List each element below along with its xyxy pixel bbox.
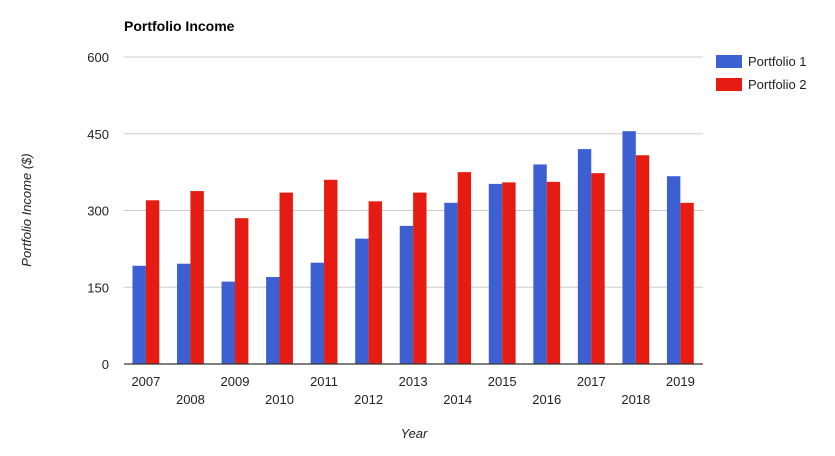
y-tick-label: 150	[87, 280, 109, 295]
x-tick-label: 2010	[265, 392, 294, 407]
bar-portfolio-1-2012	[355, 238, 369, 364]
bar-portfolio-2-2007	[145, 200, 160, 364]
x-tick-label: 2007	[131, 374, 160, 389]
bar-portfolio-1-2013	[399, 225, 414, 364]
bar-portfolio-1-2011	[310, 262, 325, 364]
x-tick-label: 2019	[666, 374, 695, 389]
bar-portfolio-2-2017	[591, 173, 605, 364]
bar-portfolio-1-2018	[622, 131, 636, 364]
legend-label-portfolio-1: Portfolio 1	[748, 54, 807, 69]
y-tick-label: 300	[87, 204, 109, 219]
bar-portfolio-2-2019	[680, 202, 694, 364]
bar-portfolio-2-2011	[324, 179, 338, 364]
y-tick-label: 0	[102, 357, 109, 372]
legend: Portfolio 1 Portfolio 2	[716, 54, 807, 92]
y-tick-label: 600	[87, 50, 109, 65]
x-tick-label: 2008	[176, 392, 205, 407]
bar-portfolio-1-2014	[444, 202, 458, 364]
x-tick-label: 2016	[532, 392, 561, 407]
bar-portfolio-2-2010	[279, 192, 293, 364]
bar-portfolio-2-2012	[368, 201, 382, 364]
x-tick-label: 2014	[443, 392, 472, 407]
x-axis-ticks: 2007 2008 2009 2010 2011 2012 2013 2014 2015 2016…	[131, 374, 694, 407]
legend-label-portfolio-2: Portfolio 2	[748, 77, 807, 92]
x-axis-label: Year	[401, 426, 428, 441]
bar-portfolio-2-2014	[457, 172, 472, 365]
bar-portfolio-1-2015	[488, 183, 503, 364]
x-tick-label: 2015	[488, 374, 517, 389]
x-tick-label: 2012	[354, 392, 383, 407]
bar-portfolio-2-2009	[234, 218, 249, 364]
bar-portfolio-2-2013	[413, 192, 427, 364]
bar-portfolio-2-2018	[635, 155, 650, 364]
y-axis-label: Portfolio Income ($)	[19, 153, 34, 266]
legend-swatch-portfolio-1	[716, 55, 742, 68]
bar-portfolio-1-2019	[666, 176, 681, 364]
bar-portfolio-2-2008	[190, 191, 204, 364]
y-tick-label: 450	[87, 127, 109, 142]
x-tick-label: 2017	[577, 374, 606, 389]
bar-portfolio-1-2010	[266, 277, 280, 364]
bar-portfolio-1-2016	[533, 164, 547, 364]
x-tick-label: 2011	[310, 374, 338, 389]
bar-portfolio-2-2016	[546, 181, 561, 364]
x-tick-label: 2009	[221, 374, 250, 389]
bar-portfolio-1-2009	[221, 281, 235, 364]
y-axis-ticks: 0 150 300 450 600	[87, 50, 109, 372]
bar-portfolio-1-2017	[577, 149, 592, 364]
bar-portfolio-1-2008	[177, 263, 191, 364]
x-tick-label: 2018	[621, 392, 650, 407]
x-tick-label: 2013	[399, 374, 428, 389]
chart-title: Portfolio Income	[124, 18, 235, 34]
bars	[132, 131, 694, 365]
bar-portfolio-2-2015	[502, 182, 516, 364]
legend-swatch-portfolio-2	[716, 78, 742, 91]
bar-portfolio-1-2007	[132, 265, 146, 364]
